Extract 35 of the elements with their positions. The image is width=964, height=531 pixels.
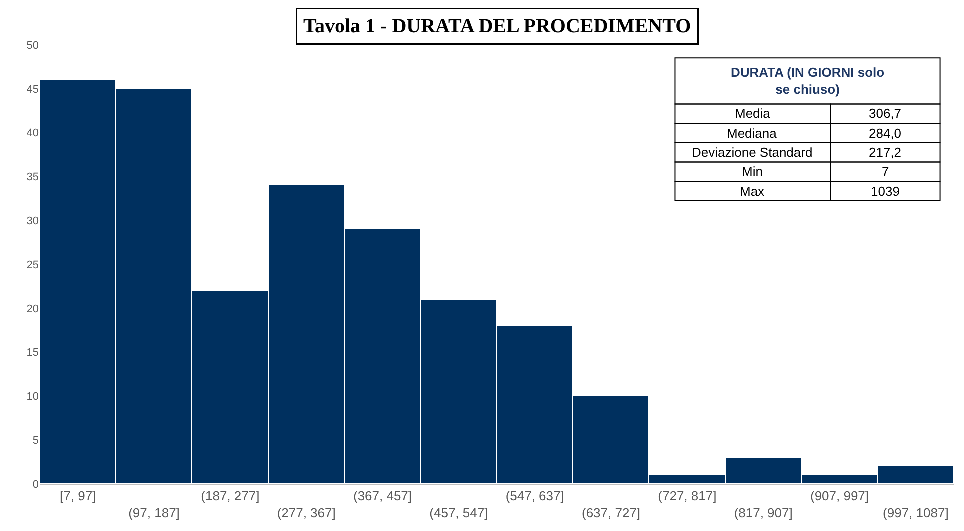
annotation: Deviazione Standard xyxy=(692,145,813,160)
annotation: 217,2 xyxy=(869,145,902,160)
annotation: Max xyxy=(740,184,766,199)
y-tick-label: 40 xyxy=(26,128,39,140)
y-tick-label: 15 xyxy=(26,347,39,360)
y-tick-label: 45 xyxy=(26,84,39,96)
chart-title: Tavola 1 - DURATA DEL PROCEDIMENTO xyxy=(304,16,692,38)
y-tick-label: 35 xyxy=(26,172,39,184)
x-tick-label: (367, 457] xyxy=(353,488,412,504)
annotation: Mediana xyxy=(727,126,778,141)
y-tick-label: 20 xyxy=(26,303,39,316)
annotation: Media xyxy=(735,106,772,121)
x-tick-label: (817, 907] xyxy=(734,506,793,520)
x-tick-label: (187, 277] xyxy=(201,488,260,504)
annotation: 1039 xyxy=(871,184,900,199)
x-tick-label: [7, 97] xyxy=(60,488,96,504)
y-tick-label: 5 xyxy=(32,434,39,447)
y-tick-label: 25 xyxy=(26,259,39,272)
y-tick-label: 10 xyxy=(26,391,39,404)
x-tick-label: (727, 817] xyxy=(658,488,717,504)
y-tick-label: 30 xyxy=(26,215,39,228)
x-tick-label: (907, 997] xyxy=(810,488,870,504)
x-tick-label: (637, 727] xyxy=(582,506,641,520)
x-tick-label: (997, 1087] xyxy=(883,506,949,520)
x-tick-label: (547, 637] xyxy=(506,488,564,504)
x-tick-label: (277, 367] xyxy=(277,506,336,520)
x-tick-label: (457, 547] xyxy=(430,506,488,520)
annotation: 284,0 xyxy=(869,126,902,141)
annotation: 306,7 xyxy=(869,106,902,121)
y-tick-label: 50 xyxy=(26,40,39,52)
annotation: 7 xyxy=(882,164,890,179)
annotation: DURATA (IN GIORNI solo se chiuso) xyxy=(731,65,885,97)
y-tick-label: 0 xyxy=(32,478,39,491)
x-tick-label: (97, 187] xyxy=(128,506,180,520)
annotation: Min xyxy=(742,164,763,179)
